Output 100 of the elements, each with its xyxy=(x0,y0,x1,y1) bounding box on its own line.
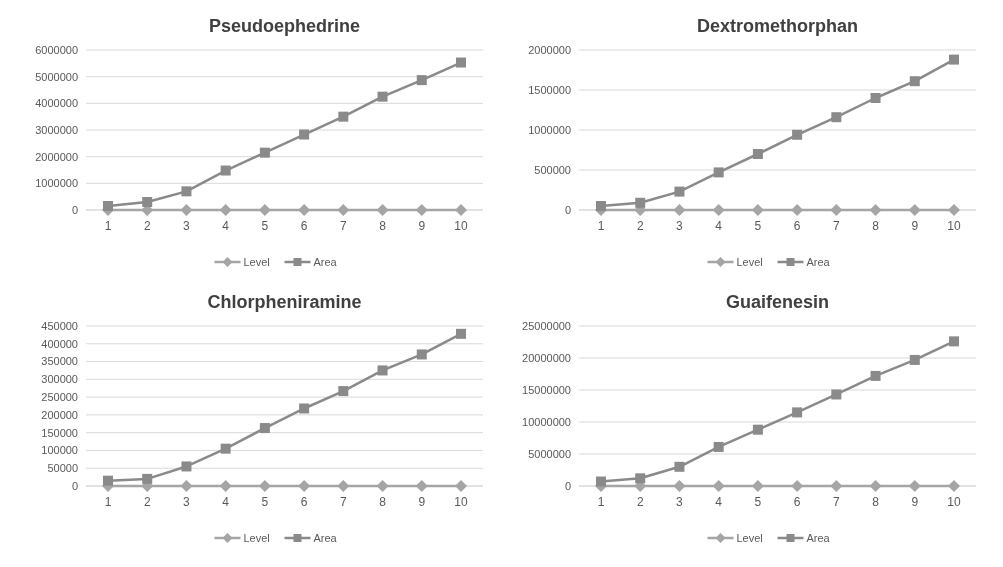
chart-title: Chlorpheniramine xyxy=(207,292,362,312)
point xyxy=(299,129,310,140)
x-tick-label: 6 xyxy=(300,495,308,509)
point xyxy=(259,147,270,158)
legend-label: Level xyxy=(736,531,763,544)
x-tick-label: 2 xyxy=(636,219,644,233)
point xyxy=(713,441,724,452)
point xyxy=(220,165,231,176)
x-tick-label: 1 xyxy=(597,219,605,233)
y-tick-label: 400000 xyxy=(41,337,78,350)
x-tick-label: 7 xyxy=(832,495,840,509)
point xyxy=(180,204,193,216)
x-tick-label: 6 xyxy=(300,219,308,233)
point xyxy=(220,443,231,454)
point xyxy=(338,111,349,122)
y-tick-label: 6000000 xyxy=(35,43,78,56)
y-tick-label: 0 xyxy=(564,203,571,216)
point xyxy=(870,93,881,103)
x-tick-label: 10 xyxy=(454,219,468,233)
point xyxy=(909,354,920,365)
point xyxy=(455,204,467,216)
x-tick-label: 5 xyxy=(754,219,762,233)
x-tick-label: 7 xyxy=(339,219,347,233)
point xyxy=(713,167,724,178)
y-tick-label: 10000000 xyxy=(522,415,571,428)
x-tick-label: 3 xyxy=(676,495,684,509)
point xyxy=(673,480,686,492)
point xyxy=(377,365,388,376)
point xyxy=(181,461,192,472)
y-tick-label: 2000000 xyxy=(35,150,78,163)
point xyxy=(673,204,686,216)
point xyxy=(596,201,606,211)
legend-label: Area xyxy=(806,255,831,268)
point xyxy=(752,149,763,159)
point xyxy=(752,424,763,435)
y-tick-label: 1000000 xyxy=(35,177,78,190)
point xyxy=(142,473,153,484)
point xyxy=(635,473,646,484)
y-tick-label: 25000000 xyxy=(522,319,571,332)
x-tick-label: 7 xyxy=(832,219,840,233)
point xyxy=(948,480,960,492)
y-tick-label: 5000000 xyxy=(35,70,78,83)
legend-label: Level xyxy=(243,255,270,268)
x-tick-label: 8 xyxy=(379,495,387,509)
point xyxy=(376,480,389,492)
legend-label: Level xyxy=(736,255,763,268)
y-tick-label: 0 xyxy=(71,203,78,216)
point xyxy=(455,480,467,492)
x-tick-label: 4 xyxy=(222,219,230,233)
x-tick-label: 9 xyxy=(418,495,426,509)
chart-title: Pseudoephedrine xyxy=(208,16,361,36)
y-tick-label: 250000 xyxy=(41,390,78,403)
point xyxy=(949,336,959,347)
x-tick-label: 3 xyxy=(183,495,191,509)
x-tick-label: 8 xyxy=(872,219,880,233)
point xyxy=(831,112,842,123)
point xyxy=(259,423,270,434)
point xyxy=(948,204,960,216)
x-tick-label: 8 xyxy=(872,495,880,509)
point xyxy=(377,91,388,102)
x-tick-label: 1 xyxy=(104,219,112,233)
point xyxy=(181,186,192,197)
y-tick-label: 15000000 xyxy=(522,383,571,396)
point xyxy=(416,349,427,360)
x-tick-label: 4 xyxy=(222,495,230,509)
y-tick-label: 1500000 xyxy=(528,83,571,96)
legend-label: Area xyxy=(806,531,831,544)
point xyxy=(416,75,427,86)
x-tick-label: 4 xyxy=(715,219,723,233)
point xyxy=(949,54,959,65)
chart-title: Guaifenesin xyxy=(725,292,830,312)
y-tick-label: 0 xyxy=(564,479,571,492)
x-tick-label: 5 xyxy=(261,495,269,509)
x-tick-label: 5 xyxy=(261,219,269,233)
x-tick-label: 10 xyxy=(947,495,961,509)
x-tick-label: 6 xyxy=(793,495,801,509)
x-tick-label: 1 xyxy=(597,495,605,509)
y-tick-label: 1000000 xyxy=(528,123,571,136)
y-tick-label: 150000 xyxy=(41,426,78,439)
point xyxy=(792,407,803,418)
point xyxy=(870,370,881,381)
point xyxy=(674,186,685,197)
y-tick-label: 200000 xyxy=(41,408,78,421)
point xyxy=(596,476,606,487)
x-tick-label: 7 xyxy=(339,495,347,509)
x-tick-label: 8 xyxy=(379,219,387,233)
point xyxy=(456,57,466,68)
y-tick-label: 0 xyxy=(71,479,78,492)
y-tick-label: 100000 xyxy=(41,444,78,457)
point xyxy=(103,201,113,211)
x-tick-label: 5 xyxy=(754,495,762,509)
point xyxy=(376,204,389,216)
x-tick-label: 9 xyxy=(418,219,426,233)
point xyxy=(299,403,310,414)
x-tick-label: 9 xyxy=(911,495,919,509)
point xyxy=(909,76,920,87)
x-tick-label: 3 xyxy=(676,219,684,233)
point xyxy=(869,480,882,492)
point xyxy=(338,386,349,397)
y-tick-label: 450000 xyxy=(41,319,78,332)
